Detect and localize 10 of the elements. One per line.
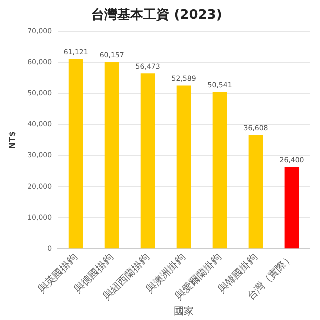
bar: [140, 74, 156, 249]
x-axis-title: 國家: [174, 306, 194, 318]
y-axis-title: NT$: [8, 131, 17, 150]
chart-title: 台灣基本工資 (2023): [92, 7, 222, 24]
bar: [176, 86, 192, 249]
bar: [284, 167, 300, 249]
bar: [248, 135, 264, 249]
bar: [68, 59, 84, 249]
bar: [212, 92, 228, 249]
bar: [104, 62, 120, 249]
